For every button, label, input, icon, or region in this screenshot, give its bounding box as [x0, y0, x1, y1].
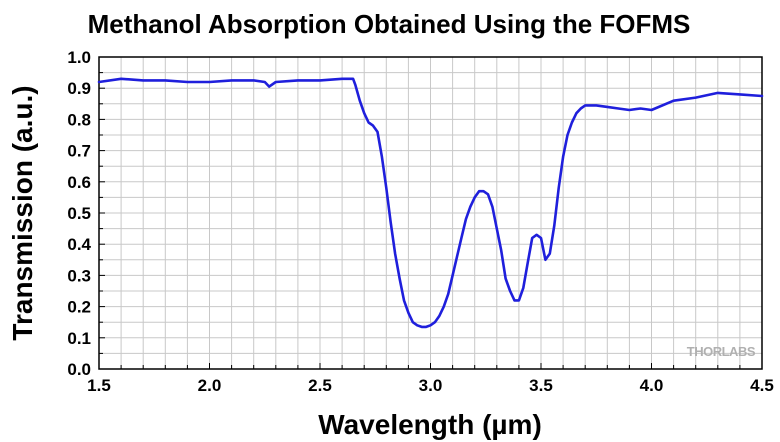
x-tick-label: 3.5 [529, 376, 553, 395]
x-tick-label: 4.0 [640, 376, 664, 395]
y-tick-label: 0.3 [67, 266, 91, 285]
y-axis-label: Transmission (a.u.) [7, 85, 38, 340]
y-tick-label: 0.2 [67, 298, 91, 317]
y-tick-label: 0.5 [67, 204, 91, 223]
minor-ticks [98, 56, 763, 370]
y-tick-label: 0.8 [67, 110, 91, 129]
x-tick-label: 3.0 [419, 376, 443, 395]
grid [99, 57, 762, 369]
x-tick-label: 1.5 [87, 376, 111, 395]
y-tick-label: 1.0 [67, 48, 91, 67]
x-tick-labels: 1.5 2.0 2.5 3.0 3.5 4.0 4.5 [87, 376, 774, 395]
y-tick-label: 0.4 [67, 235, 91, 254]
transmission-line [97, 77, 764, 329]
x-tick-label: 4.5 [750, 376, 774, 395]
x-tick-label: 2.5 [308, 376, 332, 395]
chart-title: Methanol Absorption Obtained Using the F… [88, 9, 691, 39]
x-tick-label: 2.0 [198, 376, 222, 395]
y-tick-label: 0.1 [67, 329, 91, 348]
y-tick-label: 0.9 [67, 79, 91, 98]
y-tick-label: 0.0 [67, 360, 91, 379]
y-tick-labels: 0.0 0.1 0.2 0.3 0.4 0.5 0.6 0.7 0.8 0.9 1.0 [67, 48, 91, 379]
watermark: THORLABS [687, 344, 756, 359]
x-axis-label: Wavelength (µm) [318, 409, 542, 440]
y-tick-label: 0.6 [67, 173, 91, 192]
y-tick-label: 0.7 [67, 142, 91, 161]
